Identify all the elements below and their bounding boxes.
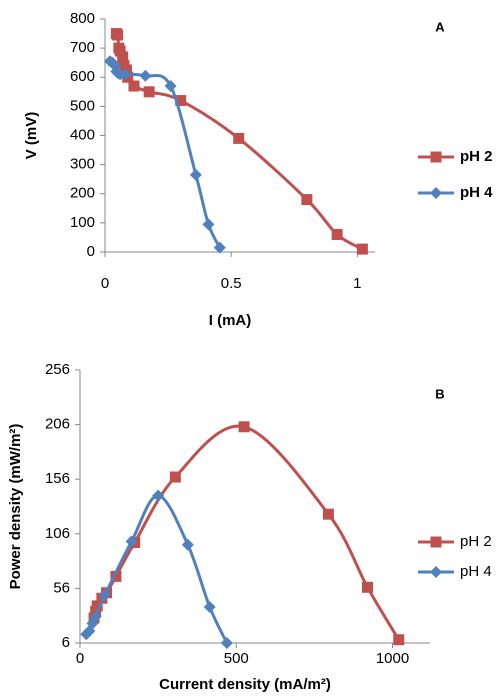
- y-tick-label: 56: [53, 579, 70, 596]
- x-tick-label: 500: [224, 650, 249, 667]
- marker: [139, 69, 152, 82]
- marker: [301, 194, 313, 206]
- y-axis-title: Power density (mW/m²): [7, 424, 24, 590]
- marker: [91, 600, 103, 612]
- y-tick-label: 206: [45, 416, 70, 433]
- chart-panel: 6 56 106 156 206 256 0 500 1000 Current density (…: [7, 361, 492, 693]
- y-tick-label: 800: [70, 10, 95, 27]
- x-tick-label: 0.5: [221, 275, 242, 292]
- marker: [175, 95, 187, 107]
- marker: [152, 489, 165, 502]
- legend-marker: [430, 187, 442, 199]
- marker: [128, 80, 140, 92]
- legend-label: pH 4: [460, 563, 492, 580]
- marker: [220, 637, 233, 649]
- series-line: [92, 424, 401, 641]
- marker: [203, 600, 216, 613]
- y-tick-label: 156: [45, 470, 70, 487]
- marker: [117, 51, 129, 63]
- y-axis-title: V (mV): [23, 112, 40, 160]
- y-tick-label: 6: [62, 634, 70, 651]
- marker: [238, 421, 250, 433]
- marker: [362, 581, 373, 593]
- marker: [125, 535, 138, 548]
- y-tick-label: 500: [70, 97, 95, 114]
- y-tick-label: 106: [45, 525, 70, 542]
- marker: [114, 45, 126, 57]
- marker: [233, 132, 245, 144]
- y-tick-label: 100: [70, 214, 95, 231]
- legend-label: pH 2: [460, 148, 493, 165]
- marker: [393, 634, 405, 646]
- y-tick-label: 200: [70, 185, 95, 202]
- marker: [331, 229, 343, 241]
- marker: [119, 68, 132, 81]
- x-tick-label: 1: [353, 275, 361, 292]
- marker: [110, 570, 122, 582]
- marker: [143, 86, 155, 98]
- y-tick-label: 300: [70, 156, 95, 173]
- legend-label: pH 4: [460, 184, 493, 201]
- marker: [202, 218, 215, 231]
- marker: [89, 610, 102, 623]
- x-tick-label: 0: [76, 650, 84, 667]
- marker: [181, 538, 194, 551]
- panel-label: A: [435, 19, 445, 34]
- y-tick-label: 400: [70, 126, 95, 143]
- marker: [322, 508, 334, 520]
- x-axis-title: Current density (mA/m²): [159, 676, 331, 693]
- y-tick-label: 700: [70, 39, 95, 56]
- y-tick-label: 0: [87, 243, 95, 260]
- marker: [99, 588, 111, 601]
- legend-label: pH 2: [460, 533, 492, 550]
- marker: [356, 243, 368, 255]
- legend-marker: [430, 566, 442, 578]
- legend-marker: [430, 536, 442, 548]
- panel-label: B: [435, 386, 444, 401]
- x-tick-label: 0: [101, 275, 109, 292]
- series-line: [109, 59, 222, 249]
- legend-marker: [430, 151, 442, 163]
- chart-panel: 0 100 200 300 400 500 600 700 800 0 0.5 1 I (mA) V (m…: [23, 10, 493, 329]
- x-tick-label: 1000: [376, 650, 409, 667]
- marker: [213, 241, 226, 254]
- y-tick-label: 256: [45, 361, 70, 378]
- series-line: [85, 494, 229, 644]
- y-tick-label: 600: [70, 68, 95, 85]
- x-axis-title: I (mA): [209, 312, 252, 329]
- marker: [169, 471, 181, 483]
- marker: [112, 29, 124, 41]
- marker: [164, 79, 177, 92]
- marker: [189, 168, 202, 181]
